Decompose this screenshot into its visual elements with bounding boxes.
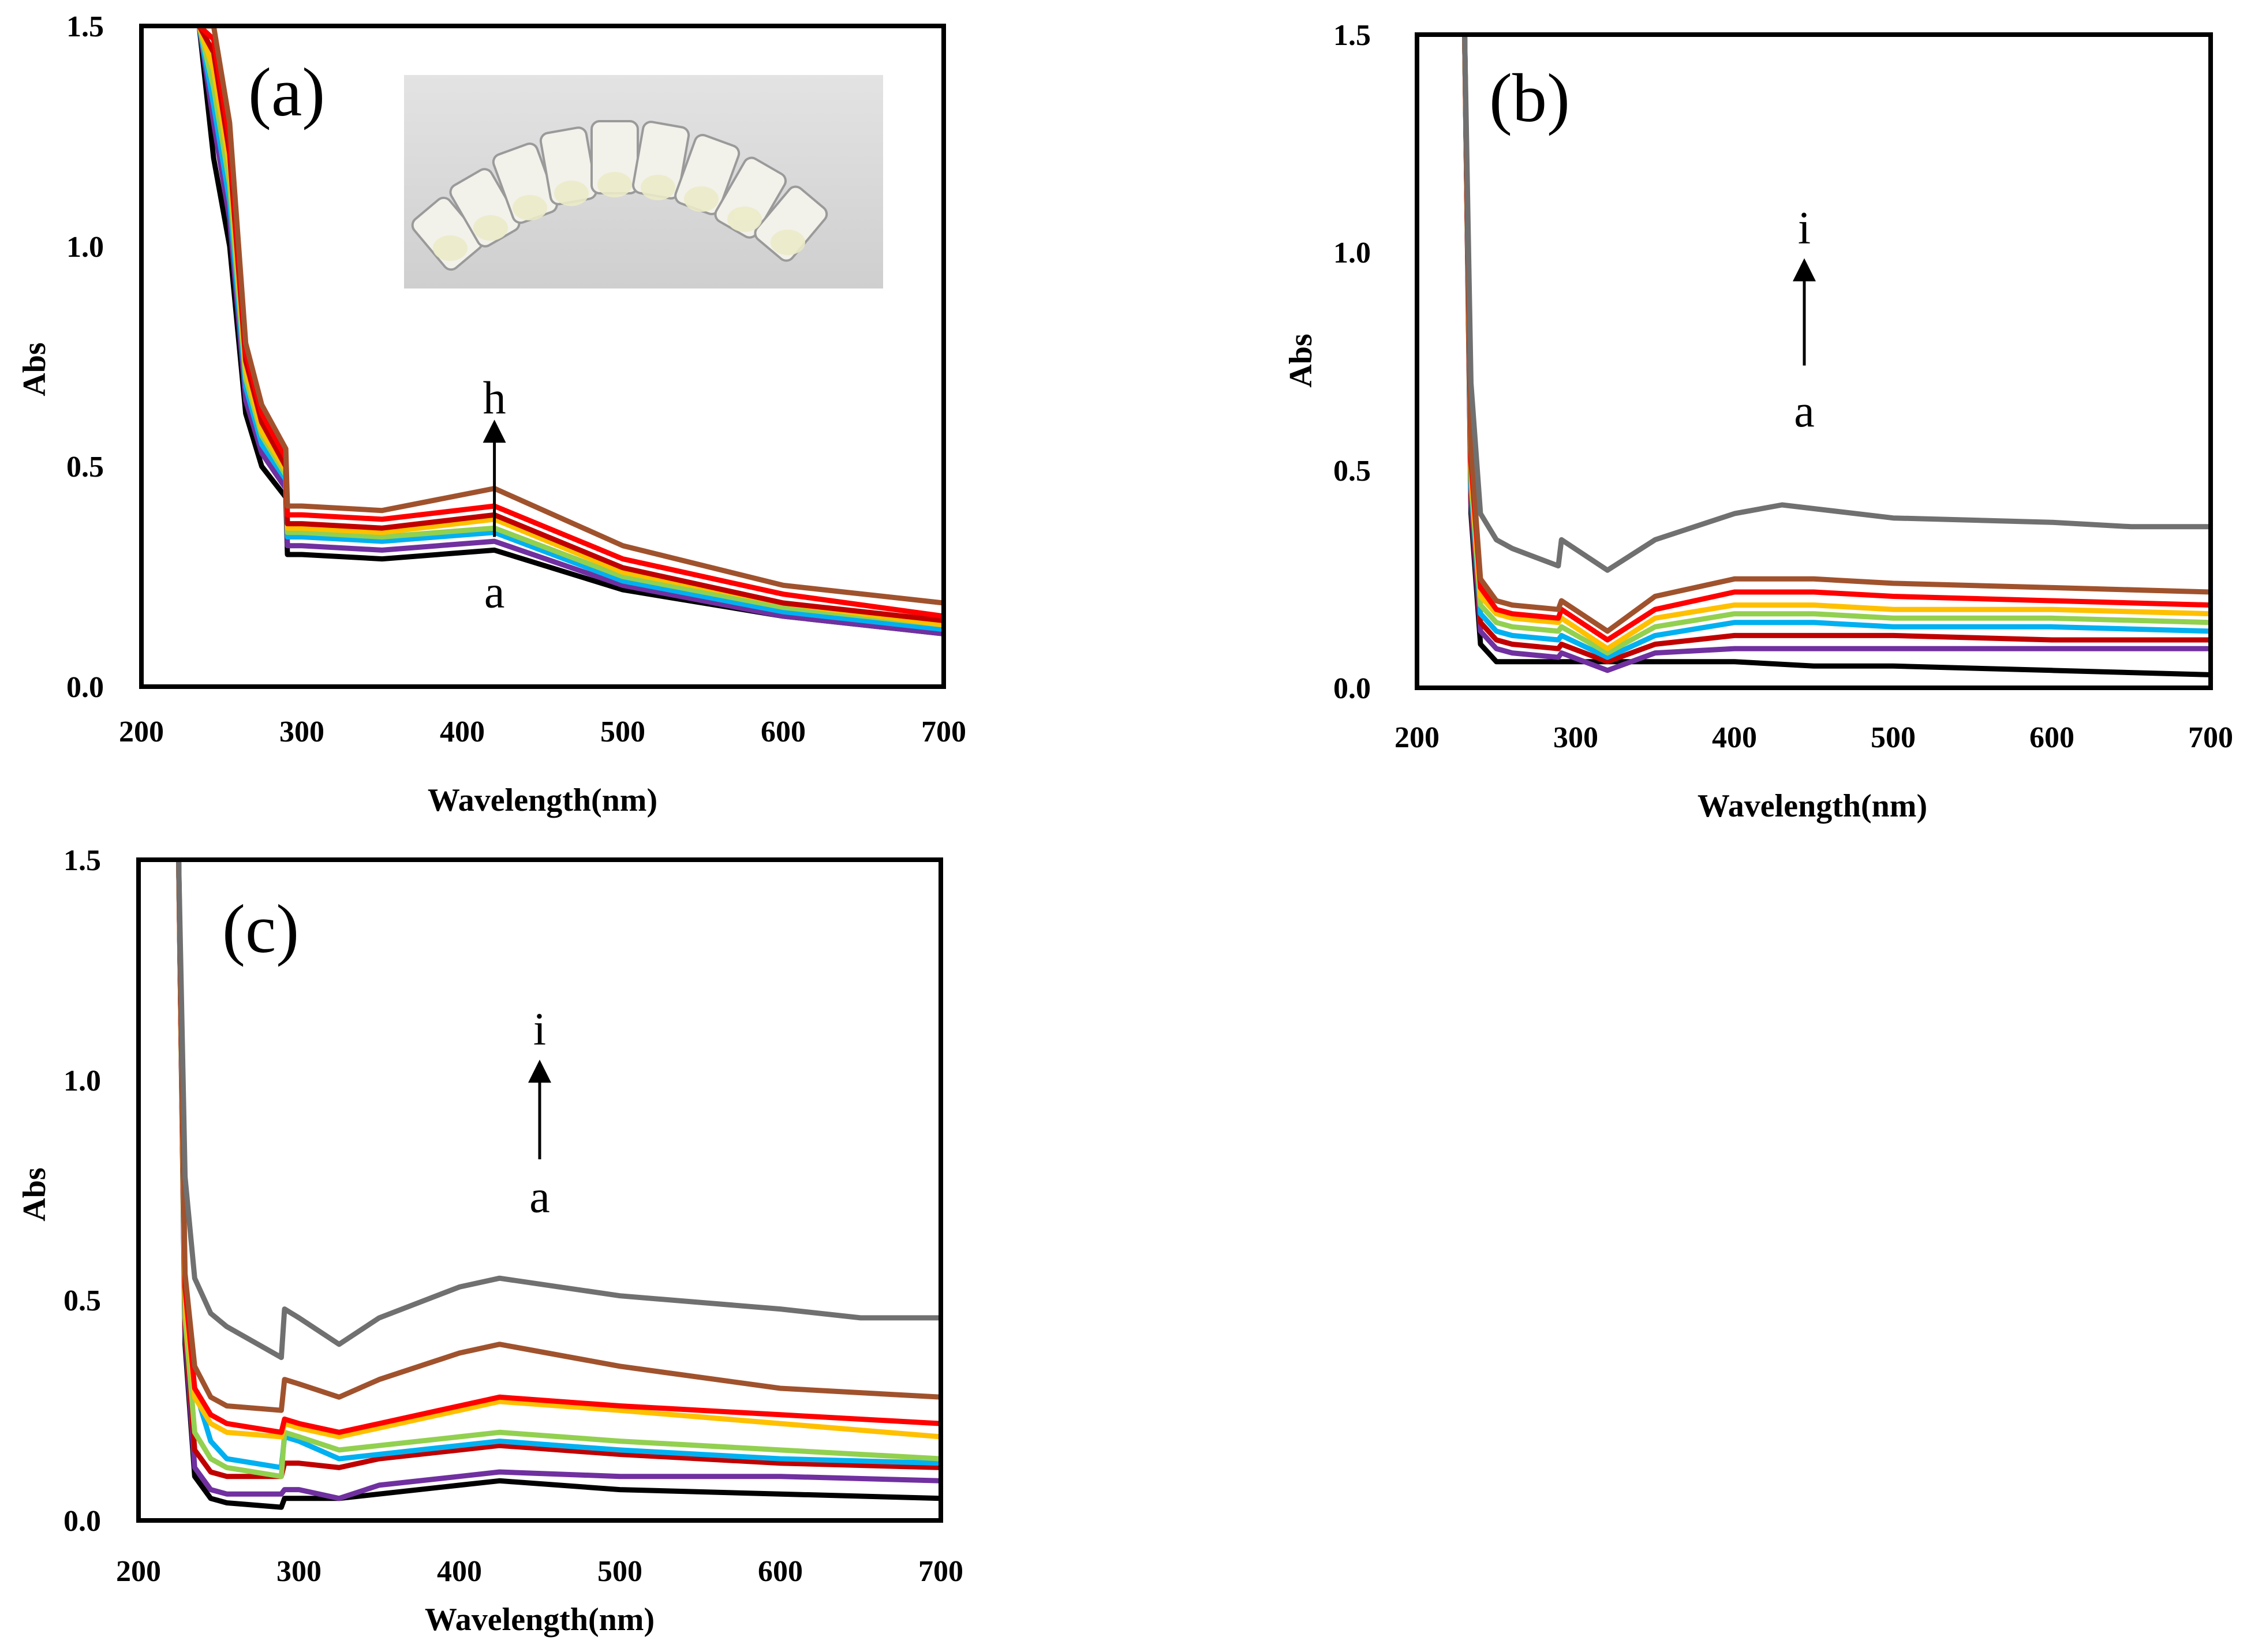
trend-arrow-bottom-label: a [484,567,505,618]
plot-frame-b [1415,32,2213,690]
series-i-line [1462,35,2211,573]
series-h-line [196,26,944,606]
x-tick-label: 400 [1712,721,1757,754]
x-tick-label: 300 [276,1555,321,1588]
x-axis-title-b: Wavelength(nm) [1698,788,1927,824]
trend-arrow-a: h a [483,373,506,618]
plot-frame-a [139,24,946,689]
panel-b: (b) 200 300 400 500 600 700 0.0 0.5 1.0 … [1283,19,2233,824]
x-tick-label: 500 [1871,721,1916,754]
trend-arrow-bottom-label: a [1794,386,1815,437]
x-tick-labels-c: 200 300 400 500 600 700 [116,1555,963,1588]
y-axis-title-c: Abs [17,1167,53,1221]
y-tick-label: 1.5 [63,844,101,877]
panel-label-a: (a) [248,54,325,130]
series-g-line [1462,35,2211,643]
y-tick-labels-b: 0.0 0.5 1.0 1.5 [1333,19,1371,705]
y-tick-labels-a: 0.0 0.5 1.0 1.5 [66,10,104,704]
trend-arrow-c: i a [528,1005,551,1223]
trend-arrow-top-label: i [533,1005,546,1055]
trend-arrow-bottom-label: a [529,1172,550,1223]
series-d-line [1462,35,2211,660]
x-axis-title-c: Wavelength(nm) [425,1602,655,1638]
x-tick-label: 300 [1553,721,1598,754]
y-tick-labels-c: 0.0 0.5 1.0 1.5 [63,844,101,1538]
plot-area-c [176,860,941,1510]
x-tick-label: 400 [437,1555,482,1588]
y-tick-label: 1.5 [66,10,104,43]
x-tick-labels-b: 200 300 400 500 600 700 [1394,721,2233,754]
y-tick-label: 0.5 [63,1284,101,1317]
panel-label-b: (b) [1489,59,1570,136]
x-tick-label: 700 [2188,721,2233,754]
series-e-line [1462,35,2211,656]
x-tick-labels-a: 200 300 400 500 600 700 [119,716,966,748]
y-tick-label: 0.0 [1333,672,1371,705]
x-tick-label: 200 [116,1555,161,1588]
plot-area-b [1462,35,2211,677]
y-axis-title-a: Abs [17,342,53,396]
series-f-line [1462,35,2211,651]
series-b-line [1462,35,2211,673]
y-tick-label: 0.0 [63,1505,101,1538]
x-tick-label: 200 [1394,721,1440,754]
y-axis-title-b: Abs [1283,334,1319,387]
y-tick-label: 0.5 [1333,455,1371,488]
x-tick-label: 700 [921,716,966,748]
x-tick-label: 700 [918,1555,963,1588]
trend-arrow-top-label: i [1798,203,1811,254]
series-b-line [176,860,941,1501]
x-axis-title-a: Wavelength(nm) [428,782,657,818]
y-tick-label: 0.5 [66,451,104,484]
x-tick-label: 500 [600,716,645,748]
y-tick-label: 1.5 [1333,19,1371,52]
series-h-line [1462,35,2211,634]
x-tick-label: 600 [2029,721,2074,754]
y-tick-label: 1.0 [66,231,104,264]
y-tick-label: 1.0 [1333,237,1371,269]
x-tick-label: 400 [440,716,485,748]
x-tick-label: 300 [279,716,324,748]
series-c-line [176,860,941,1479]
trend-arrow-top-label: h [483,373,506,424]
series-f-line [176,860,941,1440]
series-g-line [176,860,941,1435]
panel-label-c: (c) [222,890,299,967]
panel-a: (a) 200 300 400 500 600 700 0.0 0.5 1.0 … [17,10,966,818]
series-i-line [176,860,941,1361]
x-tick-label: 200 [119,716,164,748]
series-a-line [176,860,941,1510]
x-tick-label: 500 [597,1555,642,1588]
series-h-line [176,860,941,1413]
series-e-line [176,860,941,1479]
series-c-line [1462,35,2211,665]
vials-inset-photo [404,75,883,289]
trend-arrow-b: i a [1793,203,1816,437]
y-tick-label: 0.0 [66,671,104,704]
plot-area-a [196,26,944,636]
panel-c: (c) 200 300 400 500 600 700 0.0 0.5 1.0 … [17,844,963,1638]
x-tick-label: 600 [758,1555,803,1588]
y-tick-label: 1.0 [63,1065,101,1097]
plot-frame-c [136,857,943,1523]
x-tick-label: 600 [761,716,806,748]
